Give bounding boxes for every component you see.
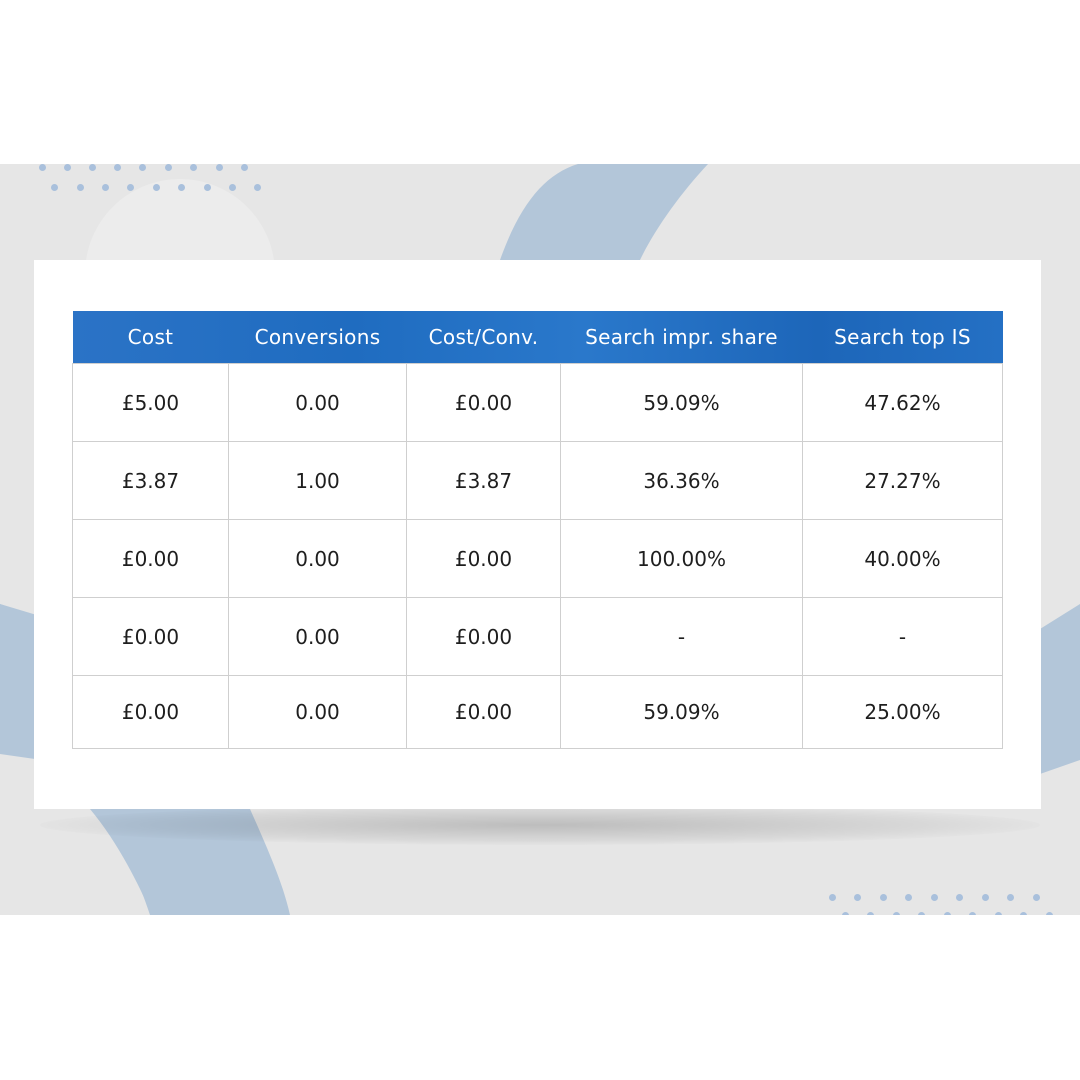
column-header-search-impr-share: Search impr. share <box>585 325 778 349</box>
cell-cost-per-conv: £0.00 <box>406 519 561 598</box>
cell-cost: £3.87 <box>72 441 229 520</box>
cell-search-top-is: 40.00% <box>802 519 1003 598</box>
table-row: £0.00 0.00 £0.00 59.09% 25.00% <box>72 675 1003 749</box>
column-header-cost: Cost <box>127 325 174 349</box>
cell-cost-per-conv: £0.00 <box>406 675 561 749</box>
table-row: £3.87 1.00 £3.87 36.36% 27.27% <box>72 441 1003 520</box>
cell-cost: £5.00 <box>72 363 229 442</box>
cell-search-top-is: 47.62% <box>802 363 1003 442</box>
table-row: £0.00 0.00 £0.00 - - <box>72 597 1003 676</box>
cell-cost: £0.00 <box>72 519 229 598</box>
cell-cost: £0.00 <box>72 675 229 749</box>
dot-grid-top-left <box>39 164 269 194</box>
cell-conversions: 0.00 <box>228 675 407 749</box>
cell-search-top-is: 27.27% <box>802 441 1003 520</box>
table-row: £5.00 0.00 £0.00 59.09% 47.62% <box>72 363 1003 442</box>
cell-search-impr-share: 59.09% <box>560 675 803 749</box>
decor-arc-bottom <box>90 809 290 915</box>
cell-cost: £0.00 <box>72 597 229 676</box>
cell-conversions: 0.00 <box>228 519 407 598</box>
cell-conversions: 1.00 <box>228 441 407 520</box>
cell-search-top-is: - <box>802 597 1003 676</box>
cell-search-top-is: 25.00% <box>802 675 1003 749</box>
cell-search-impr-share: - <box>560 597 803 676</box>
column-header-cost-per-conv: Cost/Conv. <box>428 325 539 349</box>
cell-search-impr-share: 100.00% <box>560 519 803 598</box>
decor-right-edge <box>1040 604 1080 774</box>
cell-cost-per-conv: £0.00 <box>406 597 561 676</box>
column-header-search-top-is: Search top IS <box>834 325 971 349</box>
table-card: Cost Conversions Cost/Conv. Search impr.… <box>34 260 1041 809</box>
table-row: £0.00 0.00 £0.00 100.00% 40.00% <box>72 519 1003 598</box>
column-header-conversions: Conversions <box>254 325 381 349</box>
cell-conversions: 0.00 <box>228 363 407 442</box>
cell-cost-per-conv: £3.87 <box>406 441 561 520</box>
cell-search-impr-share: 59.09% <box>560 363 803 442</box>
decor-left-edge <box>0 604 40 754</box>
dot-grid-bottom-right <box>829 894 1069 915</box>
metrics-table: Cost Conversions Cost/Conv. Search impr.… <box>72 311 1003 749</box>
card-shadow <box>40 805 1040 845</box>
table-header-row: Cost Conversions Cost/Conv. Search impr.… <box>72 311 1003 364</box>
cell-search-impr-share: 36.36% <box>560 441 803 520</box>
cell-conversions: 0.00 <box>228 597 407 676</box>
decor-arc-top <box>500 164 708 260</box>
cell-cost-per-conv: £0.00 <box>406 363 561 442</box>
